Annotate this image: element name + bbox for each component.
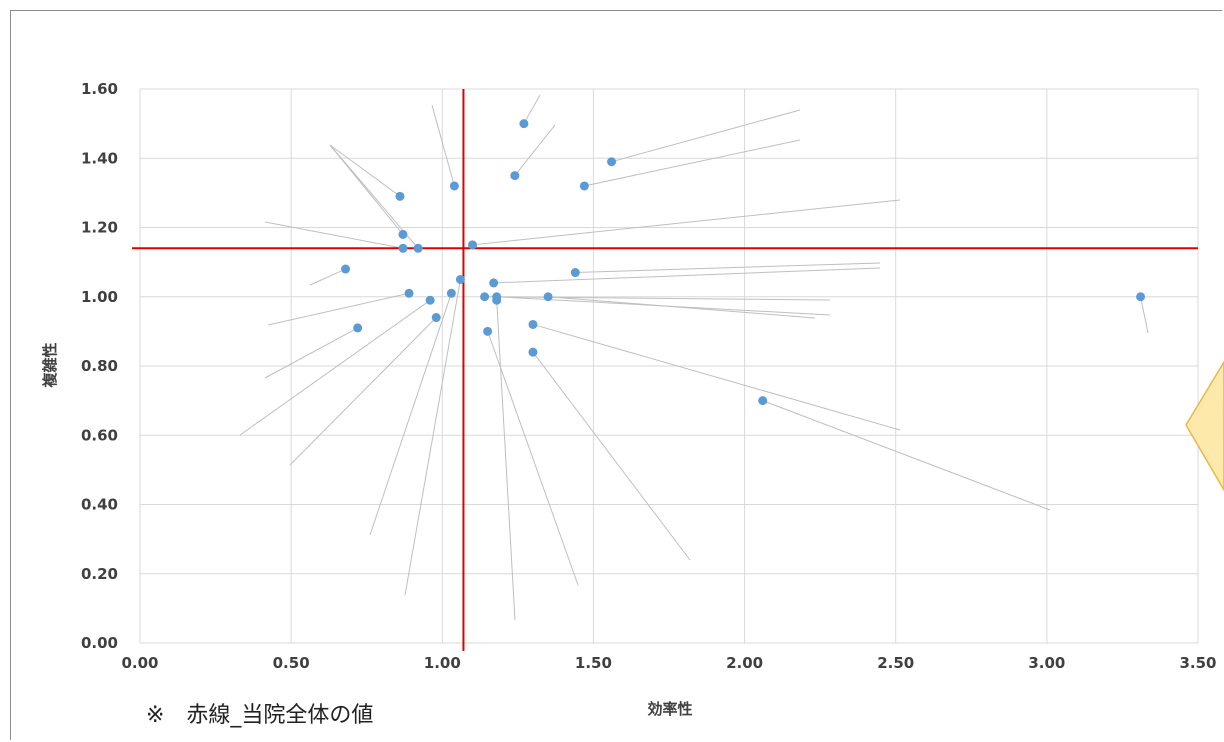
data-points bbox=[341, 119, 1146, 406]
data-point bbox=[519, 119, 529, 129]
leader-line bbox=[548, 296, 816, 319]
data-point bbox=[353, 323, 363, 333]
leader-line bbox=[431, 104, 455, 187]
data-point bbox=[480, 292, 490, 302]
leader-line bbox=[523, 94, 541, 124]
leader-line bbox=[611, 109, 801, 163]
leader-line bbox=[264, 221, 404, 249]
leader-line bbox=[264, 327, 358, 379]
chart-frame bbox=[10, 10, 1222, 740]
y-tick-labels: 0.00 0.20 0.40 0.60 0.80 1.00 1.20 1.40 1.60 bbox=[81, 80, 118, 652]
x-tick-label: 1.00 bbox=[424, 654, 461, 672]
footnote: ※ 赤線_当院全体の値 bbox=[146, 703, 374, 728]
data-point bbox=[543, 292, 553, 302]
leader-line bbox=[532, 323, 901, 431]
x-tick-label: 2.50 bbox=[877, 654, 914, 672]
data-point bbox=[758, 396, 768, 406]
x-tick-label: 1.50 bbox=[575, 654, 612, 672]
grid-lines bbox=[139, 88, 1199, 644]
data-point bbox=[607, 157, 617, 167]
data-point bbox=[455, 274, 465, 284]
x-tick-label: 0.00 bbox=[121, 654, 158, 672]
leader-line bbox=[584, 139, 801, 187]
data-point bbox=[489, 278, 499, 288]
leader-line bbox=[1140, 296, 1149, 334]
data-point bbox=[404, 288, 414, 298]
data-point bbox=[528, 347, 538, 357]
leader-line bbox=[496, 300, 516, 621]
data-point bbox=[570, 268, 580, 278]
leader-line bbox=[472, 199, 901, 246]
leader-line bbox=[404, 279, 461, 596]
leader-line bbox=[267, 292, 410, 326]
data-point bbox=[341, 264, 351, 274]
y-tick-label: 0.20 bbox=[81, 565, 118, 583]
leader-line bbox=[532, 351, 691, 561]
leader-lines bbox=[239, 94, 1149, 621]
y-tick-label: 0.60 bbox=[81, 426, 118, 444]
y-tick-label: 1.60 bbox=[81, 80, 118, 98]
data-point bbox=[528, 319, 538, 329]
data-point bbox=[483, 326, 493, 336]
x-tick-label: 3.00 bbox=[1028, 654, 1065, 672]
leader-line bbox=[762, 400, 1051, 511]
leader-line bbox=[239, 299, 431, 436]
x-tick-label: 2.00 bbox=[726, 654, 763, 672]
y-tick-label: 0.80 bbox=[81, 357, 118, 375]
leader-line bbox=[575, 262, 881, 274]
leader-line bbox=[369, 293, 452, 536]
leader-line bbox=[487, 331, 579, 586]
y-tick-label: 1.40 bbox=[81, 149, 118, 167]
x-tick-label: 3.50 bbox=[1179, 654, 1216, 672]
data-point bbox=[425, 295, 435, 305]
data-point bbox=[468, 240, 478, 250]
data-point bbox=[492, 295, 502, 305]
data-point bbox=[398, 229, 408, 239]
data-point bbox=[1136, 292, 1146, 302]
y-tick-label: 1.20 bbox=[81, 219, 118, 237]
x-axis-title: 効率性 bbox=[647, 700, 692, 718]
y-tick-label: 0.40 bbox=[81, 496, 118, 514]
y-tick-label: 1.00 bbox=[81, 288, 118, 306]
callout-shape bbox=[1185, 360, 1224, 492]
data-point bbox=[449, 181, 459, 191]
x-tick-labels: 0.00 0.50 1.00 1.50 2.00 2.50 3.00 3.50 bbox=[121, 654, 1216, 672]
leader-line bbox=[309, 268, 346, 286]
y-axis-title: 複雑性 bbox=[41, 342, 59, 388]
data-point bbox=[579, 181, 589, 191]
data-point bbox=[431, 313, 441, 323]
data-point bbox=[413, 243, 423, 253]
data-point bbox=[446, 288, 456, 298]
x-tick-label: 0.50 bbox=[273, 654, 310, 672]
y-tick-label: 0.00 bbox=[81, 634, 118, 652]
reference-lines bbox=[132, 89, 1198, 651]
leader-line bbox=[493, 267, 881, 284]
leader-line bbox=[484, 296, 831, 301]
leader-line bbox=[514, 124, 556, 176]
data-point bbox=[395, 191, 405, 201]
data-point bbox=[398, 243, 408, 253]
leader-line bbox=[289, 317, 437, 466]
data-point bbox=[510, 171, 520, 181]
leader-line bbox=[329, 144, 401, 197]
